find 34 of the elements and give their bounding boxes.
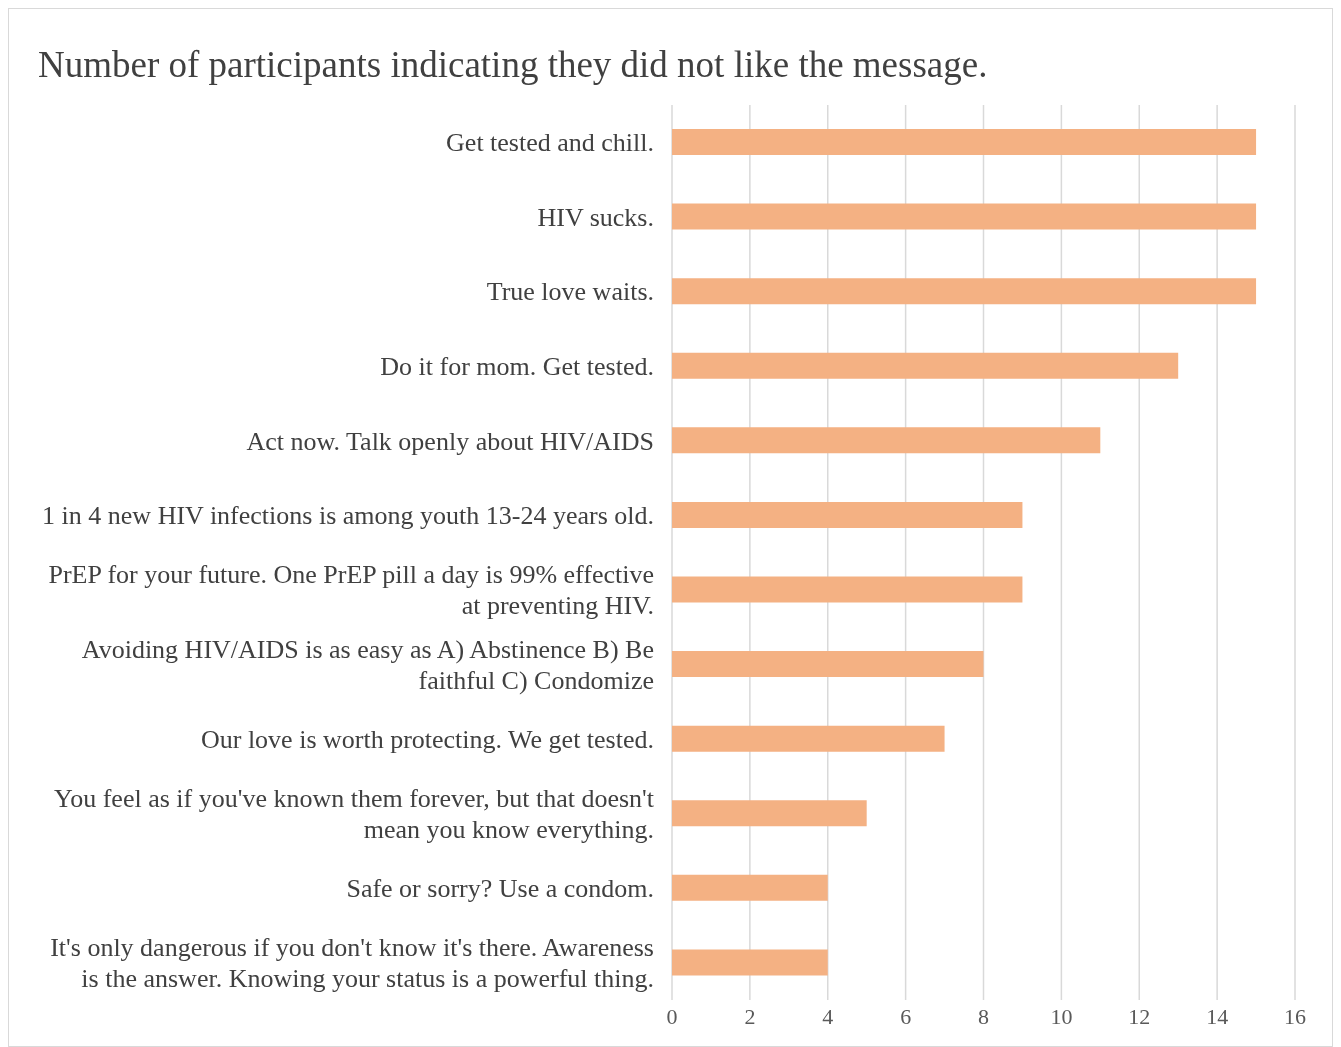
y-tick-label: True love waits.: [486, 276, 654, 306]
x-tick-label: 14: [1206, 1003, 1229, 1029]
bar: [672, 501, 1023, 528]
chart-title: Number of participants indicating they did not like the message.: [38, 43, 988, 86]
x-tick-label: 0: [666, 1003, 678, 1029]
y-tick-label: Get tested and chill.: [446, 127, 654, 157]
x-tick-label: 6: [900, 1003, 912, 1029]
y-tick-label: Safe or sorry? Use a condom.: [346, 873, 654, 903]
bar: [672, 129, 1257, 155]
x-tick-label: 4: [822, 1003, 834, 1029]
bar: [672, 278, 1257, 305]
bar: [672, 949, 828, 976]
y-tick-label: Avoiding HIV/AIDS is as easy as A) Abstinence B) Be faithful C) Condomize: [81, 634, 654, 695]
y-tick-label: PrEP for your future. One PrEP pill a day is 99% effective at preventing HIV.: [48, 559, 654, 620]
y-tick-label: It's only dangerous if you don't know it's there. Awareness is the answer. Knowing your status is a powerful thing.: [50, 932, 654, 993]
bar: [672, 800, 867, 827]
bar: [672, 576, 1023, 603]
y-tick-label: You feel as if you've known them forever, but that doesn't mean you know everything.: [54, 783, 655, 844]
y-tick-label: 1 in 4 new HIV infections is among youth 13-24 years old.: [42, 500, 654, 530]
bar: [672, 352, 1179, 379]
x-tick-label: 8: [978, 1003, 989, 1029]
x-tick-label: 12: [1128, 1003, 1151, 1029]
y-tick-label: HIV sucks.: [537, 202, 654, 232]
y-tick-label: Our love is worth protecting. We get tested.: [200, 724, 654, 754]
bar: [672, 203, 1257, 230]
y-tick-label: Act now. Talk openly about HIV/AIDS: [246, 426, 654, 456]
bar: [672, 427, 1101, 454]
bar: [672, 651, 984, 678]
x-tick-label: 2: [744, 1003, 756, 1029]
bar: [672, 874, 828, 901]
bar: [672, 725, 945, 752]
x-tick-label: 16: [1284, 1003, 1306, 1029]
x-tick-label: 10: [1050, 1003, 1073, 1029]
y-tick-label: Do it for mom. Get tested.: [380, 351, 654, 381]
